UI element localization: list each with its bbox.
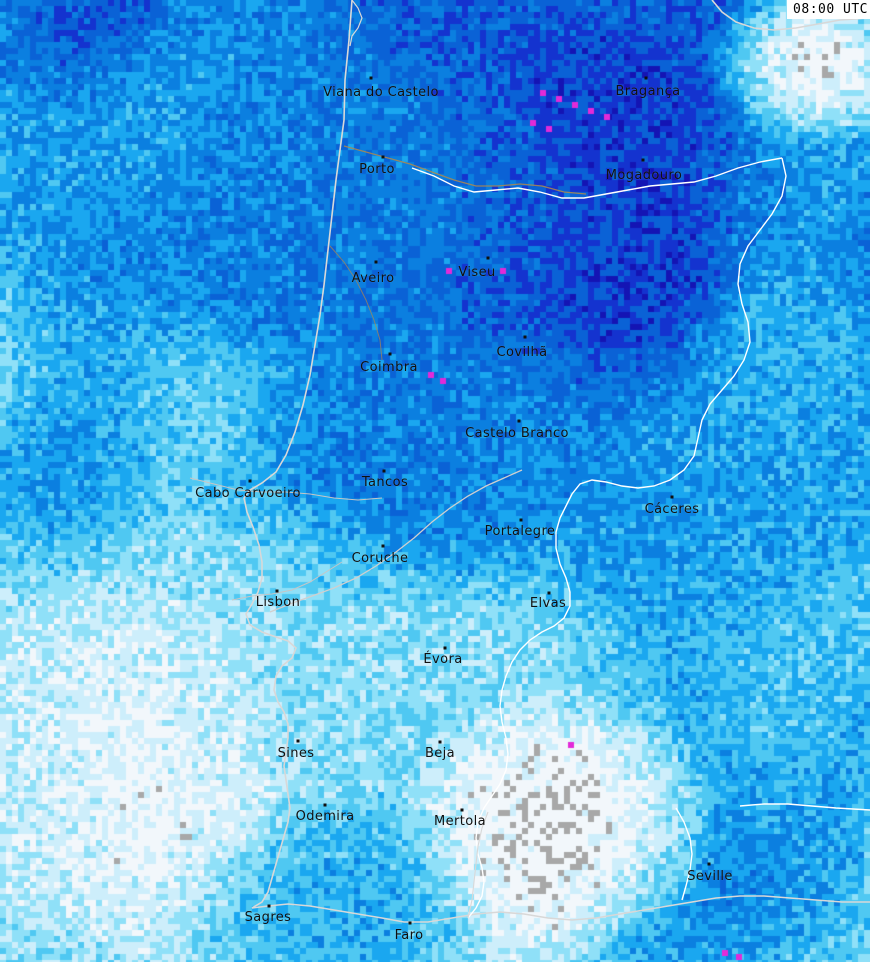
city-marker-dot <box>670 495 674 499</box>
coastline-galicia <box>349 0 363 47</box>
timestamp-badge: 08:00 UTC <box>787 0 870 19</box>
city-label[interactable]: Coimbra <box>360 360 418 375</box>
city-marker-dot <box>323 803 327 807</box>
city-label[interactable]: Cáceres <box>644 502 700 517</box>
city-label[interactable]: Évora <box>423 652 463 667</box>
city-label[interactable]: Mogadouro <box>605 168 683 183</box>
city-label[interactable]: Castelo Branco <box>465 426 569 441</box>
city-label[interactable]: Viana do Castelo <box>323 85 439 100</box>
city-label[interactable]: Mertola <box>434 814 486 829</box>
city-marker-dot <box>644 76 648 80</box>
city-marker-dot <box>707 862 711 866</box>
city-label[interactable]: Cabo Carvoeiro <box>195 486 301 501</box>
city-label[interactable]: Aveiro <box>351 271 395 286</box>
city-label[interactable]: Beja <box>424 746 456 761</box>
coastline-northeast-bay <box>711 0 870 31</box>
road-network-central <box>189 477 383 501</box>
river-tejo <box>269 469 523 613</box>
city-label[interactable]: Sines <box>277 746 315 761</box>
city-label[interactable]: Odemira <box>295 809 355 824</box>
city-label[interactable]: Faro <box>394 928 424 943</box>
city-label[interactable]: Tancos <box>361 475 409 490</box>
city-marker-dot <box>296 739 300 743</box>
city-marker-dot <box>523 335 527 339</box>
river-mondego <box>329 245 383 361</box>
city-marker-dot <box>248 479 252 483</box>
city-marker-dot <box>486 256 490 260</box>
city-label[interactable]: Porto <box>359 162 395 177</box>
city-label[interactable]: Seville <box>687 869 733 884</box>
city-marker-dot <box>381 155 385 159</box>
city-label[interactable]: Covilhã <box>496 345 548 360</box>
city-label[interactable]: Sagres <box>244 910 292 925</box>
city-marker-dot <box>547 591 551 595</box>
city-label[interactable]: Lisbon <box>255 595 301 610</box>
city-label[interactable]: Elvas <box>529 596 567 611</box>
river-guadiana <box>467 811 489 919</box>
city-label[interactable]: Coruche <box>351 551 409 566</box>
city-label[interactable]: Bragança <box>615 84 681 99</box>
city-marker-dot <box>388 352 392 356</box>
coastline-algarve-south <box>251 895 870 923</box>
city-marker-dot <box>517 419 521 423</box>
border-portugal-spain <box>411 157 783 199</box>
border-spain-northeast <box>739 803 870 811</box>
border-andalusia <box>675 807 693 901</box>
city-marker-dot <box>519 518 523 522</box>
road-network-lisbon <box>231 561 343 601</box>
city-marker-dot <box>382 469 386 473</box>
city-label[interactable]: Portalegre <box>484 524 556 539</box>
city-label[interactable]: Viseu <box>458 265 496 280</box>
city-marker-dot <box>374 260 378 264</box>
city-marker-dot <box>267 904 271 908</box>
city-marker-dot <box>369 76 373 80</box>
city-marker-dot <box>460 808 464 812</box>
city-marker-dot <box>275 589 279 593</box>
city-marker-dot <box>641 158 645 162</box>
city-marker-dot <box>381 544 385 548</box>
city-marker-dot <box>438 740 442 744</box>
city-marker-dot <box>443 646 447 650</box>
city-marker-dot <box>408 921 412 925</box>
coastline-portugal-west <box>243 0 353 909</box>
border-east-segment <box>467 157 787 919</box>
